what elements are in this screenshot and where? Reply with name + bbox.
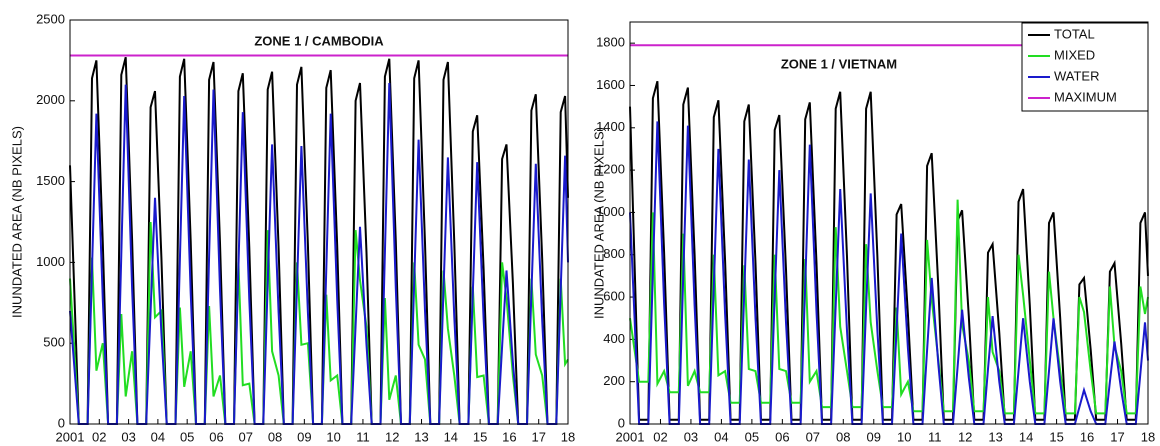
- x-tick-label: 04: [151, 429, 165, 444]
- x-tick-label: 16: [502, 429, 516, 444]
- x-tick-label: 17: [531, 429, 545, 444]
- legend-label: MIXED: [1054, 47, 1095, 62]
- x-tick-label: 02: [92, 429, 106, 444]
- x-tick-label: 06: [775, 429, 789, 444]
- x-tick-label: 05: [745, 429, 759, 444]
- x-tick-label: 2001: [616, 429, 645, 444]
- y-tick-label: 0: [58, 415, 65, 430]
- plot-frame: [629, 21, 1149, 425]
- y-tick-label: 1000: [596, 204, 625, 219]
- x-tick-label: 08: [268, 429, 282, 444]
- y-tick-label: 600: [603, 288, 625, 303]
- x-tick-label: 12: [958, 429, 972, 444]
- y-tick-label: 1800: [596, 35, 625, 50]
- x-tick-label: 15: [473, 429, 487, 444]
- x-tick-label: 03: [684, 429, 698, 444]
- y-axis-label: INUNDATED AREA (NB PIXELS): [9, 126, 24, 318]
- y-tick-label: 0: [618, 415, 625, 430]
- y-tick-label: 500: [43, 335, 65, 350]
- panel: 0 500 1000 1500 2000 2500 2001 02 03 04 05 06 07 08 09…: [9, 11, 575, 444]
- y-tick-label: 1000: [36, 254, 65, 269]
- panel: 0 200 400 600 800 1000 1200 1400 1600 1800 2001 02 0…: [591, 21, 1155, 444]
- series-line: [629, 121, 1149, 425]
- x-tick-label: 15: [1049, 429, 1063, 444]
- x-tick-label: 09: [297, 429, 311, 444]
- x-tick-label: 02: [653, 429, 667, 444]
- x-tick-label: 07: [239, 429, 253, 444]
- y-tick-label: 1200: [596, 162, 625, 177]
- x-tick-label: 05: [180, 429, 194, 444]
- x-tick-label: 17: [1110, 429, 1124, 444]
- legend-label: TOTAL: [1054, 26, 1095, 41]
- x-tick-label: 04: [714, 429, 728, 444]
- series-line: [69, 221, 569, 425]
- series-line: [629, 80, 1149, 421]
- plot-frame: [69, 19, 569, 425]
- x-tick-label: 18: [561, 429, 575, 444]
- y-tick-label: 200: [603, 373, 625, 388]
- x-tick-label: 14: [1019, 429, 1033, 444]
- y-tick-label: 2000: [36, 92, 65, 107]
- x-tick-label: 13: [414, 429, 428, 444]
- chart-title: ZONE 1 / VIETNAM: [781, 56, 897, 71]
- y-tick-label: 1400: [596, 119, 625, 134]
- y-tick-label: 1500: [36, 173, 65, 188]
- x-tick-label: 13: [988, 429, 1002, 444]
- x-tick-label: 11: [356, 429, 370, 444]
- y-tick-label: 2500: [36, 11, 65, 26]
- y-tick-label: 1600: [596, 77, 625, 92]
- x-tick-label: 09: [867, 429, 881, 444]
- legend-box: [1021, 22, 1149, 112]
- y-tick-label: 800: [603, 246, 625, 261]
- series-line: [629, 199, 1149, 415]
- x-tick-label: 14: [444, 429, 458, 444]
- y-tick-label: 400: [603, 331, 625, 346]
- x-tick-label: 08: [836, 429, 850, 444]
- chart-title: ZONE 1 / CAMBODIA: [254, 33, 384, 48]
- x-tick-label: 10: [326, 429, 340, 444]
- series-line: [69, 56, 569, 425]
- x-tick-label: 18: [1141, 429, 1155, 444]
- x-tick-label: 03: [121, 429, 135, 444]
- y-axis-label: INUNDATED AREA (NB PIXELS): [591, 127, 606, 319]
- legend-label: MAXIMUM: [1054, 89, 1117, 104]
- x-tick-label: 07: [806, 429, 820, 444]
- series-line: [69, 82, 569, 425]
- x-tick-label: 10: [897, 429, 911, 444]
- legend-label: WATER: [1054, 68, 1100, 83]
- x-tick-label: 06: [209, 429, 223, 444]
- x-tick-label: 11: [928, 429, 942, 444]
- x-tick-label: 2001: [56, 429, 85, 444]
- x-tick-label: 16: [1080, 429, 1094, 444]
- x-tick-label: 12: [385, 429, 399, 444]
